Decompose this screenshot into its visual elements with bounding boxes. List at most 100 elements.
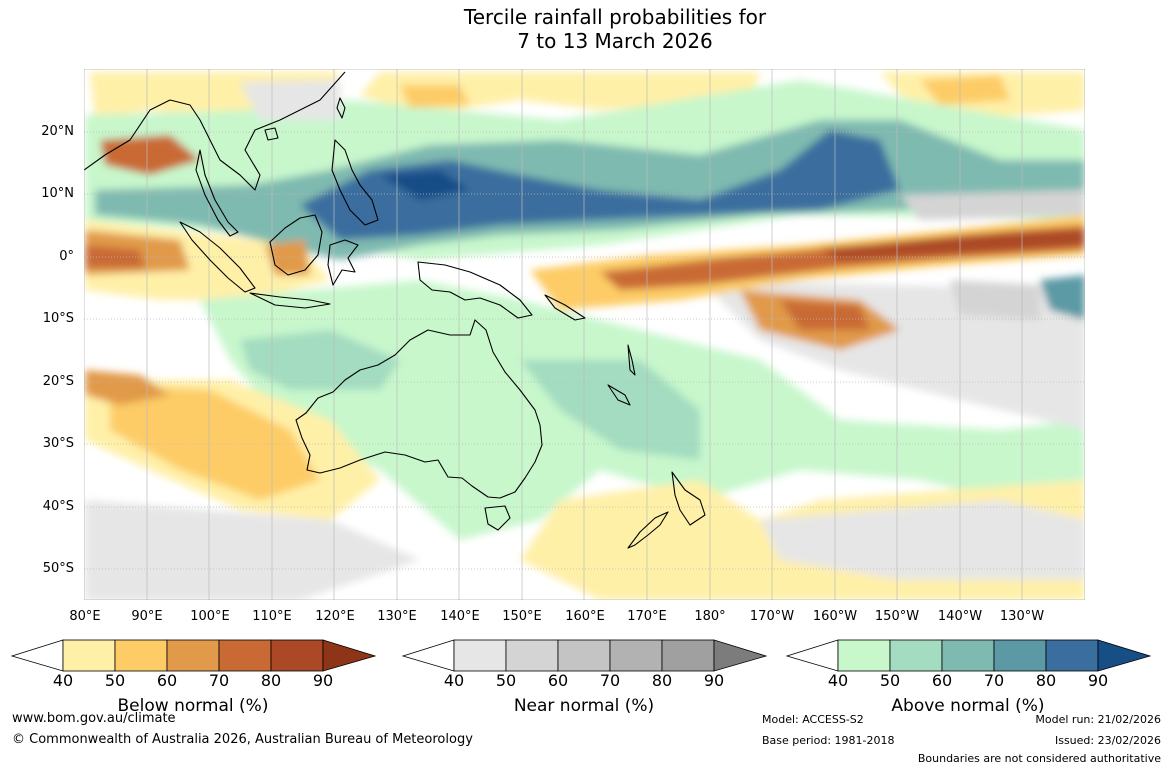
colorbar-tick: 70 [599, 671, 621, 690]
above-normal-region [240, 330, 400, 390]
colorbar-above-normal [785, 639, 1152, 672]
borneo-outline [269, 214, 323, 276]
near-normal-region [950, 280, 1040, 320]
lat-label: 10°N [41, 186, 74, 201]
below-normal-region [100, 135, 200, 175]
philippines-outline [331, 139, 379, 226]
lon-label: 130°W [999, 609, 1045, 624]
australia-outline [295, 319, 543, 499]
lon-label: 170°W [749, 609, 795, 624]
colorbar-tick: 80 [1035, 671, 1057, 690]
lon-label: 180° [694, 609, 726, 624]
model-name: Model: ACCESS-S2 [762, 713, 864, 726]
lon-label: 160°E [565, 609, 605, 624]
lat-label: 10°S [42, 311, 74, 326]
colorbar-tick: 50 [879, 671, 901, 690]
hainan-outline [264, 127, 279, 141]
above-normal-region [520, 360, 700, 460]
model-run-date: Model run: 21/02/2026 [1035, 713, 1161, 726]
colorbar-segment [1045, 639, 1099, 672]
colorbar-tick: 40 [443, 671, 465, 690]
new-zealand-south-outline [627, 511, 669, 549]
colorbar-low-arrow [10, 639, 64, 672]
colorbar-tick: 70 [208, 671, 230, 690]
colorbar-low-arrow [785, 639, 839, 672]
below-normal-region [85, 245, 145, 268]
lat-label: 20°N [41, 124, 74, 139]
colorbar-tick: 50 [495, 671, 517, 690]
colorbar-segment [505, 639, 559, 672]
near-normal-region [900, 190, 1085, 220]
lon-label: 90°E [131, 609, 163, 624]
colorbar-segment [557, 639, 611, 672]
colorbar-tick: 60 [547, 671, 569, 690]
legend-title-below-normal: Below normal (%) [117, 696, 269, 716]
lon-label: 110°E [252, 609, 292, 624]
colorbar-tick: 80 [651, 671, 673, 690]
sulawesi-outline [327, 239, 359, 286]
colorbar-segment [62, 639, 116, 672]
solomon-islands-outline [544, 294, 586, 321]
colorbar-segment [941, 639, 995, 672]
coastlines [84, 71, 706, 549]
lon-label: 140°E [440, 609, 480, 624]
near-normal-region [85, 500, 420, 600]
colorbar-tick: 60 [931, 671, 953, 690]
lat-label: 50°S [42, 561, 74, 576]
base-period: Base period: 1981-2018 [762, 734, 895, 747]
lon-label: 100°E [190, 609, 230, 624]
below-normal-region [85, 370, 170, 405]
issued-date: Issued: 23/02/2026 [1054, 734, 1161, 747]
lon-label: 150°W [874, 609, 920, 624]
colorbar-tick: 70 [983, 671, 1005, 690]
below-normal-region [920, 75, 1010, 105]
boundaries-disclaimer: Boundaries are not considered authoritat… [917, 752, 1161, 765]
colorbar-segment [993, 639, 1047, 672]
graticule [84, 69, 1085, 600]
colorbar-high-arrow [322, 639, 377, 672]
colorbar-segment [609, 639, 663, 672]
lon-label: 170°E [627, 609, 667, 624]
colorbar-tick: 90 [703, 671, 725, 690]
colorbar-low-arrow [401, 639, 455, 672]
colorbar-tick: 60 [156, 671, 178, 690]
colorbar-high-arrow [713, 639, 768, 672]
colorbar-tick: 40 [52, 671, 74, 690]
colorbar-near-normal [401, 639, 768, 672]
mainland-asia-outline [84, 71, 346, 191]
lon-label: 140°W [937, 609, 983, 624]
sumatra-outline [179, 221, 256, 293]
legend-title-near-normal: Near normal (%) [513, 696, 655, 716]
java-outline [249, 292, 331, 309]
below-normal-band [820, 230, 1085, 260]
lat-label: 0° [59, 249, 74, 264]
taiwan-outline [336, 97, 346, 119]
lat-label: 30°S [42, 436, 74, 451]
copyright-notice: © Commonwealth of Australia 2026, Austra… [12, 732, 473, 747]
lat-label: 20°S [42, 374, 74, 389]
above-normal-core [380, 170, 470, 200]
malay-peninsula-outline [195, 149, 239, 237]
near-normal-region [240, 80, 340, 120]
vanuatu-outline [627, 344, 636, 376]
lat-label: 40°S [42, 499, 74, 514]
colorbar-tick: 40 [827, 671, 849, 690]
colorbar-tick: 50 [104, 671, 126, 690]
colorbar-segment [166, 639, 220, 672]
website-link[interactable]: www.bom.gov.au/climate [12, 711, 176, 726]
new-guinea-outline [417, 261, 533, 319]
new-caledonia-outline [607, 384, 631, 406]
colorbar-segment [218, 639, 272, 672]
map-title: Tercile rainfall probabilities for 7 to … [0, 5, 1173, 53]
lon-label: 130°E [377, 609, 417, 624]
colorbar-tick: 90 [312, 671, 334, 690]
below-normal-region [780, 300, 870, 330]
title-line-2: 7 to 13 March 2026 [517, 29, 713, 53]
legend-title-above-normal: Above normal (%) [891, 696, 1045, 716]
tasmania-outline [484, 505, 511, 531]
below-normal-region [400, 85, 470, 108]
probability-field [85, 72, 1085, 600]
colorbar-segment [661, 639, 715, 672]
near-normal-region [760, 500, 1085, 580]
